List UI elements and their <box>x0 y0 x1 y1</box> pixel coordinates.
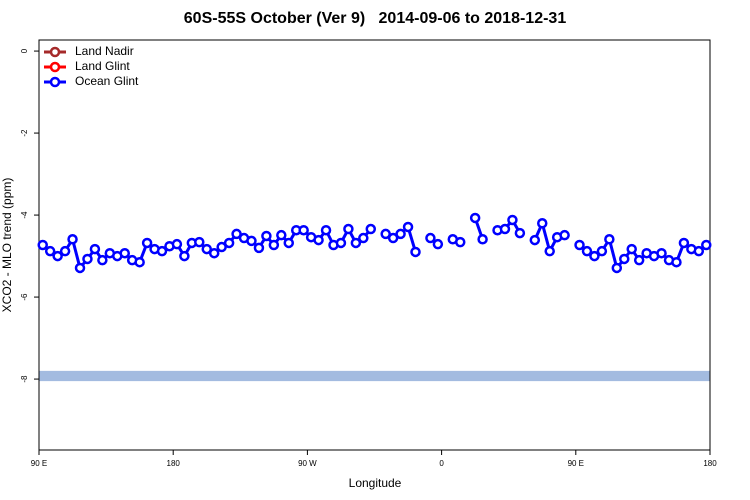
legend-label: Land Glint <box>75 59 130 73</box>
y-tick-label: -6 <box>20 293 29 301</box>
data-point <box>678 237 690 249</box>
data-point <box>119 247 130 259</box>
data-point <box>201 243 212 255</box>
data-point <box>671 256 682 268</box>
data-point <box>581 245 593 257</box>
data-point <box>320 224 332 236</box>
data-point <box>701 239 712 251</box>
legend-label: Land Nadir <box>75 44 134 58</box>
x-axis-label: Longitude <box>349 476 402 490</box>
data-point <box>626 243 637 255</box>
data-point <box>537 218 548 229</box>
data-point <box>559 229 570 241</box>
data-point <box>231 228 242 240</box>
y-tick-label: -2 <box>20 129 29 137</box>
data-point <box>380 228 391 240</box>
data-point <box>343 223 354 235</box>
y-axis-label: XCO2 - MLO trend (ppm) <box>0 178 14 313</box>
data-point <box>499 223 511 235</box>
data-point <box>402 221 414 233</box>
data-point <box>596 245 608 257</box>
data-point <box>156 245 168 257</box>
data-point <box>82 253 93 265</box>
data-point <box>350 237 362 249</box>
data-point <box>454 236 466 248</box>
data-point <box>425 232 436 244</box>
data-point <box>179 250 190 262</box>
data-point <box>514 227 526 239</box>
data-point <box>283 237 295 249</box>
data-point <box>469 212 481 224</box>
data-point <box>253 242 265 254</box>
data-point <box>194 236 205 248</box>
data-point <box>74 262 86 274</box>
data-point <box>223 237 235 249</box>
data-point <box>89 243 101 255</box>
legend-marker <box>49 46 61 58</box>
data-point <box>276 229 287 241</box>
data-point <box>335 237 347 249</box>
x-tick-label: 90 E <box>31 459 47 468</box>
data-point <box>268 239 280 251</box>
data-point <box>37 239 48 251</box>
data-point <box>693 245 705 257</box>
data-point <box>611 262 623 274</box>
data-point <box>477 234 488 245</box>
data-point <box>52 250 63 262</box>
data-point <box>432 238 444 250</box>
chart-title: 60S-55S October (Ver 9) 2014-09-06 to 20… <box>184 10 567 27</box>
data-point <box>358 232 369 244</box>
data-point <box>216 241 227 253</box>
data-point <box>141 237 153 249</box>
data-point <box>365 223 377 235</box>
data-point <box>507 214 518 226</box>
data-point <box>544 245 555 257</box>
x-tick-label: 0 <box>439 459 444 468</box>
data-point <box>298 224 309 236</box>
data-point <box>589 250 600 262</box>
x-tick-label: 90 W <box>298 459 317 468</box>
y-tick-label: -8 <box>20 375 29 383</box>
data-point <box>313 234 324 246</box>
data-point <box>604 234 615 245</box>
data-point <box>59 245 71 257</box>
data-point <box>387 232 399 244</box>
data-point <box>529 234 541 246</box>
data-point <box>246 235 257 247</box>
data-point <box>134 256 145 268</box>
data-point <box>410 246 421 258</box>
x-tick-label: 180 <box>703 459 717 468</box>
x-tick-label: 90 E <box>568 459 584 468</box>
legend-marker <box>49 61 61 73</box>
data-point <box>97 254 108 266</box>
data-point <box>44 245 56 257</box>
data-point <box>67 234 78 245</box>
legend-marker <box>49 76 61 88</box>
reference-band <box>39 370 710 382</box>
data-point <box>633 254 645 266</box>
data-point <box>656 247 667 259</box>
y-tick-label: -4 <box>20 211 29 219</box>
y-tick-label: 0 <box>20 48 29 53</box>
data-point <box>619 253 630 265</box>
data-point <box>261 230 272 242</box>
data-point <box>208 247 220 259</box>
data-point <box>171 238 183 250</box>
x-tick-label: 180 <box>167 459 181 468</box>
data-point <box>574 239 585 251</box>
legend-label: Ocean Glint <box>75 74 139 88</box>
data-point <box>395 228 406 240</box>
